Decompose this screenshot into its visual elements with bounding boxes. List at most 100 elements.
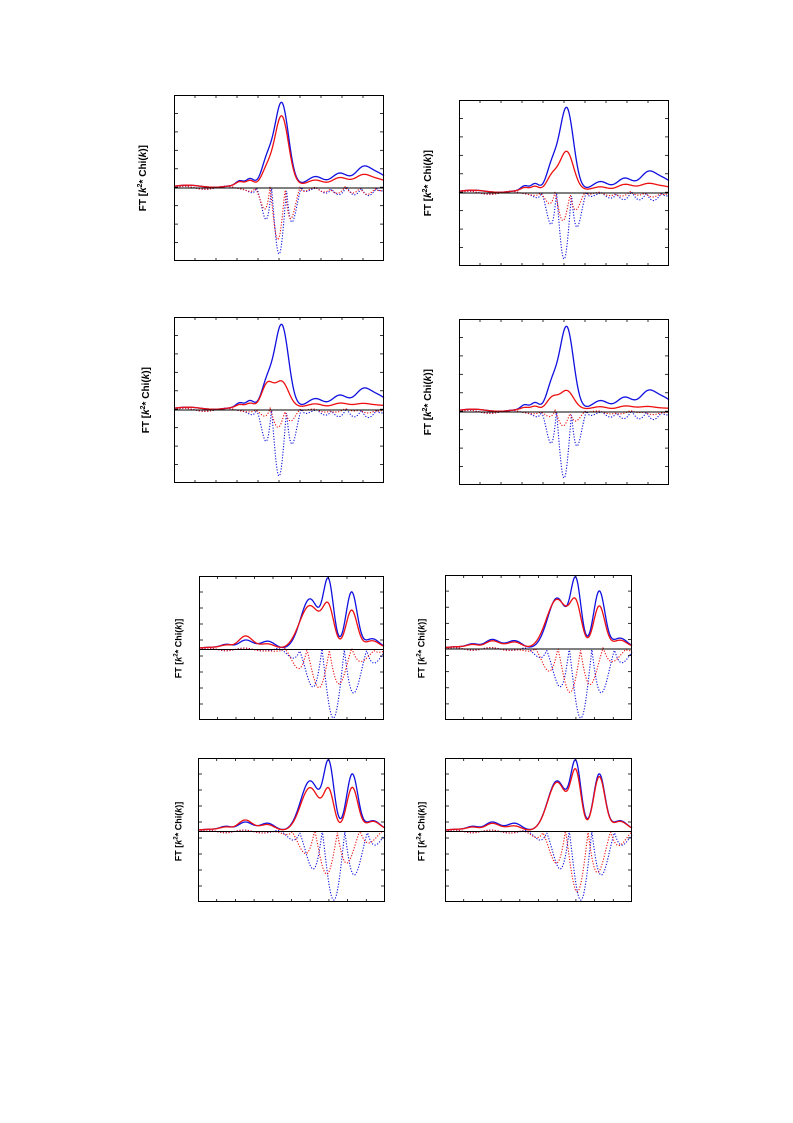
series-red-dotted bbox=[197, 829, 386, 875]
y-axis-label-part: )] bbox=[416, 801, 427, 808]
y-axis-label-part: )] bbox=[423, 369, 435, 376]
y-axis-label-part: FT [ bbox=[173, 661, 184, 678]
series-red-solid bbox=[444, 768, 633, 831]
y-axis-label-part: * Chi( bbox=[416, 812, 427, 836]
series-red-dotted bbox=[444, 829, 633, 893]
y-axis-label: FT [k2* Chi(k)] bbox=[422, 150, 434, 216]
y-axis-label: FT [k2* Chi(k)] bbox=[422, 369, 434, 435]
y-axis-label-part: * Chi( bbox=[141, 379, 153, 406]
y-axis-label-part: k bbox=[138, 151, 150, 158]
y-axis-label-part: k bbox=[423, 156, 435, 163]
chart-panel-p5 bbox=[198, 576, 385, 720]
y-axis-label-part: k bbox=[416, 807, 427, 813]
y-axis-label-part: k bbox=[423, 375, 435, 382]
y-axis-label-part: k bbox=[423, 192, 435, 198]
series-red-solid bbox=[198, 601, 385, 649]
chart-panel-p6 bbox=[444, 575, 633, 720]
y-axis-label-part: k bbox=[173, 807, 184, 813]
series-blue-dotted bbox=[173, 185, 385, 255]
chart-panel-p7 bbox=[197, 758, 386, 902]
y-axis-label-part: )] bbox=[173, 618, 184, 625]
y-axis-label: FT [k2* Chi(k)] bbox=[140, 367, 152, 433]
chart-panel-p4 bbox=[458, 319, 670, 485]
chart-panel-p8 bbox=[444, 758, 633, 902]
series-blue-dotted bbox=[444, 829, 633, 901]
y-axis-label-part: )] bbox=[138, 145, 150, 152]
y-axis-label-part: * Chi( bbox=[173, 629, 184, 653]
chart-svg bbox=[458, 100, 670, 266]
series-blue-dotted bbox=[458, 409, 670, 479]
y-axis-label-part: k bbox=[138, 187, 150, 193]
y-axis-label-part: FT [ bbox=[423, 197, 435, 217]
series-red-dotted bbox=[173, 185, 385, 241]
series-blue-solid bbox=[458, 106, 670, 193]
series-red-dotted bbox=[173, 406, 385, 428]
y-axis-label-part: FT [ bbox=[141, 414, 153, 434]
y-axis-label: FT [k2* Chi(k)] bbox=[172, 801, 183, 861]
series-blue-solid bbox=[173, 323, 385, 410]
y-axis-label-part: * Chi( bbox=[423, 381, 435, 408]
chart-panel-p2 bbox=[458, 100, 670, 266]
chart-svg bbox=[198, 576, 385, 720]
plot-frame bbox=[174, 317, 384, 483]
chart-svg bbox=[173, 317, 385, 483]
chart-svg bbox=[444, 575, 633, 720]
chart-panel-p1 bbox=[173, 95, 385, 261]
series-red-solid bbox=[444, 597, 633, 649]
y-axis-label-part: k bbox=[423, 411, 435, 417]
series-blue-solid bbox=[198, 577, 385, 649]
y-axis-label-part: k bbox=[416, 624, 427, 630]
plot-frame bbox=[445, 575, 632, 720]
y-axis-label-part: k bbox=[141, 373, 153, 380]
plot-frame bbox=[199, 576, 384, 720]
y-axis-label-part: 2 bbox=[139, 405, 147, 410]
y-axis-label: FT [k2* Chi(k)] bbox=[172, 618, 183, 678]
y-axis-label-part: * Chi( bbox=[173, 812, 184, 836]
y-axis-label: FT [k2* Chi(k)] bbox=[137, 145, 149, 211]
chart-svg bbox=[197, 758, 386, 902]
y-axis-label-part: * Chi( bbox=[416, 629, 427, 653]
series-blue-solid bbox=[458, 325, 670, 412]
plot-frame bbox=[445, 758, 632, 902]
series-red-solid bbox=[458, 389, 670, 412]
series-red-dotted bbox=[198, 647, 385, 689]
chart-svg bbox=[458, 319, 670, 485]
y-axis-label-part: k bbox=[173, 624, 184, 630]
y-axis-label-part: 2 bbox=[421, 188, 429, 193]
y-axis-label-part: )] bbox=[416, 618, 427, 625]
series-red-solid bbox=[458, 150, 670, 193]
series-red-solid bbox=[173, 115, 385, 188]
y-axis-label-part: k bbox=[173, 839, 184, 845]
chart-svg bbox=[173, 95, 385, 261]
y-axis-label-part: * Chi( bbox=[423, 162, 435, 189]
y-axis-label-part: )] bbox=[173, 801, 184, 808]
series-red-dotted bbox=[458, 190, 670, 222]
y-axis-label-part: k bbox=[141, 409, 153, 415]
y-axis-label-part: k bbox=[416, 656, 427, 662]
y-axis-label-part: FT [ bbox=[423, 416, 435, 436]
y-axis-label-part: FT [ bbox=[416, 844, 427, 861]
chart-panel-p3 bbox=[173, 317, 385, 483]
y-axis-label-part: FT [ bbox=[416, 661, 427, 678]
series-blue-dotted bbox=[198, 647, 385, 719]
y-axis-label-part: )] bbox=[423, 150, 435, 157]
series-blue-solid bbox=[173, 101, 385, 188]
y-axis-label: FT [k2* Chi(k)] bbox=[415, 618, 426, 678]
series-blue-dotted bbox=[197, 829, 386, 901]
y-axis-label-part: 2 bbox=[421, 407, 429, 412]
series-red-dotted bbox=[444, 646, 633, 693]
plot-frame bbox=[459, 100, 669, 266]
series-blue-dotted bbox=[458, 190, 670, 260]
series-red-solid bbox=[197, 786, 386, 831]
series-blue-dotted bbox=[444, 647, 633, 719]
y-axis-label-part: FT [ bbox=[138, 192, 150, 212]
series-blue-dotted bbox=[173, 407, 385, 477]
y-axis-label: FT [k2* Chi(k)] bbox=[415, 801, 426, 861]
chart-svg bbox=[444, 758, 633, 902]
y-axis-label-part: FT [ bbox=[173, 844, 184, 861]
y-axis-label-part: k bbox=[416, 839, 427, 845]
y-axis-label-part: * Chi( bbox=[138, 157, 150, 184]
y-axis-label-part: k bbox=[173, 656, 184, 662]
series-blue-solid bbox=[444, 576, 633, 649]
series-blue-solid bbox=[197, 759, 386, 831]
